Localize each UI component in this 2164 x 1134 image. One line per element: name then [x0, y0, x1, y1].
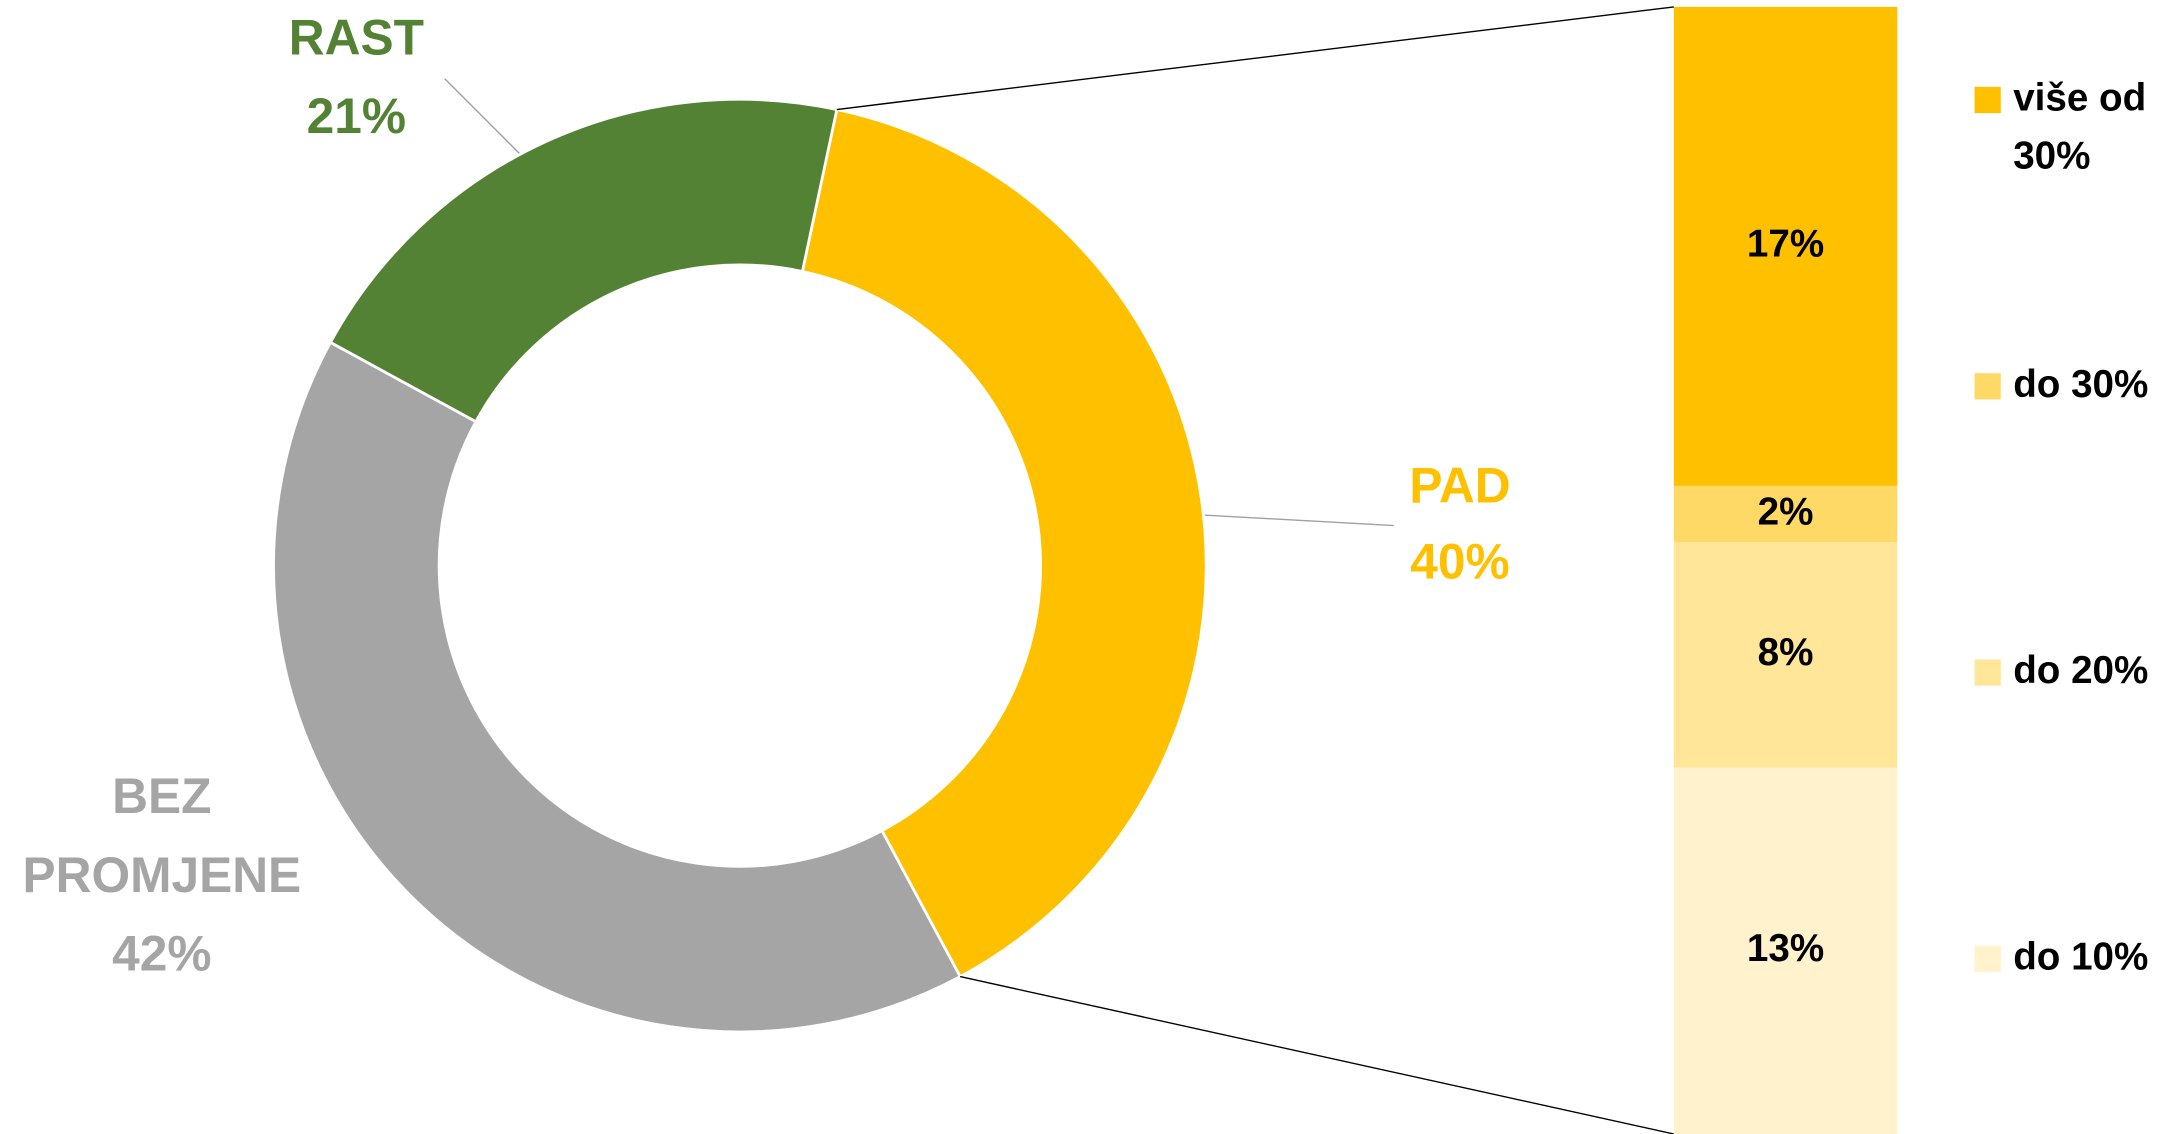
slice-label-line: RAST [289, 10, 424, 66]
legend-swatch [1974, 373, 2001, 400]
bar-segment [1673, 485, 1898, 543]
slice-label: PAD [1409, 458, 1510, 514]
bar-value-label: 13% [1747, 927, 1824, 970]
bar-value-label: 17% [1747, 223, 1824, 266]
legend-swatch [1974, 945, 2001, 972]
bar-segment [1673, 542, 1898, 768]
legend-label: do 10% [2013, 936, 2148, 979]
donut-slice [272, 340, 963, 1034]
bar-segment [1673, 767, 1898, 1134]
legend-label-line: više od [2013, 77, 2146, 120]
bar-value-label: 8% [1758, 631, 1814, 674]
legend-label: više od 30% [2013, 77, 2146, 178]
connector-line [960, 975, 1674, 1134]
slice-value-label: 21% [307, 88, 406, 144]
legend-label-line: do 10% [2013, 936, 2148, 979]
legend-swatch [1974, 659, 2001, 686]
legend-label: do 30% [2013, 363, 2148, 406]
donut-slice [328, 98, 839, 424]
legend-label-line: do 30% [2013, 363, 2148, 406]
slice-label: RAST [289, 10, 424, 66]
connector-line [836, 6, 1674, 111]
slice-value-label: 40% [1410, 534, 1509, 590]
slice-label-line: PAD [1409, 458, 1510, 514]
slice-label: BEZ PROMJENE [22, 768, 301, 903]
bar-value-label: 2% [1758, 490, 1814, 533]
legend-label-line: 30% [2013, 135, 2090, 178]
slice-label-line: BEZ [112, 768, 211, 824]
legend-label-line: do 20% [2013, 649, 2148, 692]
legend-label: do 20% [2013, 649, 2148, 692]
legend-swatch [1974, 86, 2001, 114]
slice-label-line: PROMJENE [22, 847, 301, 903]
slice-value-label: 42% [112, 926, 211, 982]
donut-slice [800, 107, 1208, 979]
bar-segment [1673, 6, 1898, 486]
